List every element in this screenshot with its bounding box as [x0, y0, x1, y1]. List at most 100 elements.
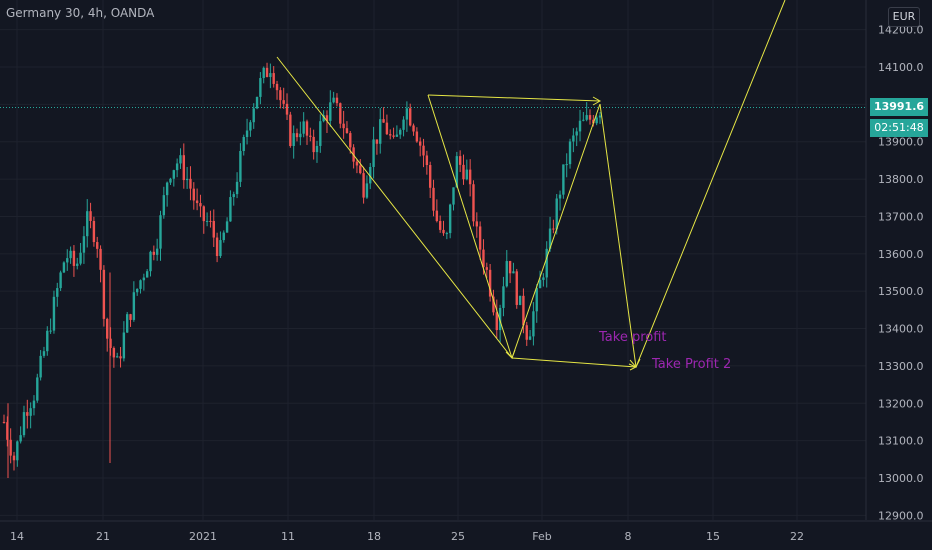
candle-body [32, 400, 36, 409]
candle-body [515, 271, 518, 305]
candle-body [279, 90, 282, 101]
candle-body [272, 73, 275, 84]
candle-body [72, 250, 76, 266]
candle-body [62, 262, 66, 273]
y-tick-label: 13900.0 [878, 136, 924, 149]
candle-body [309, 135, 312, 137]
y-tick-label: 13400.0 [878, 323, 924, 336]
candle-body [505, 261, 508, 287]
candle-body [428, 165, 432, 188]
candle-body [292, 133, 295, 146]
x-tick-label: 2021 [189, 530, 217, 543]
candle-body [472, 184, 475, 222]
candle-body [295, 133, 299, 138]
candle-body [209, 220, 212, 222]
candle-body [475, 221, 479, 227]
candle-body [535, 288, 538, 312]
x-tick-label: 18 [367, 530, 381, 543]
x-tick-label: 21 [96, 530, 110, 543]
candle-body [289, 114, 292, 146]
candle-body [532, 311, 535, 337]
candle-body [405, 108, 409, 120]
y-tick-label: 13500.0 [878, 285, 924, 298]
candle-body [552, 228, 555, 230]
candle-body [372, 139, 375, 167]
candle-body [442, 229, 445, 234]
candle-body [312, 136, 315, 153]
candle-body [175, 163, 179, 171]
pattern-line [427, 94, 601, 102]
candle-body [49, 330, 52, 332]
x-tick-label: 8 [625, 530, 632, 543]
pattern-line [276, 56, 601, 360]
candle-body [425, 155, 429, 166]
candle-body [145, 271, 149, 278]
candle-body [305, 121, 309, 136]
candle-body [26, 412, 29, 416]
candle-body [345, 128, 349, 134]
candle-body [448, 204, 452, 234]
candle-body [122, 332, 126, 359]
candle-body [512, 271, 515, 274]
candle-body [79, 252, 82, 264]
candle-body [465, 169, 469, 180]
candle-body [215, 237, 219, 257]
candle-body [485, 267, 488, 270]
currency-button[interactable]: EUR [888, 7, 920, 27]
y-tick-label: 14100.0 [878, 61, 924, 74]
candle-body [99, 248, 102, 270]
candle-body [229, 197, 232, 222]
candle-body [329, 102, 332, 121]
candle-body [565, 164, 568, 166]
candle-body [588, 115, 592, 120]
candle-body [409, 108, 412, 126]
candle-body [169, 178, 172, 183]
candle-body [572, 135, 575, 142]
candle-body [255, 96, 259, 109]
candle-body [116, 356, 119, 358]
candle-body [558, 194, 562, 199]
x-tick-label: Feb [532, 530, 551, 543]
candle-body [12, 455, 16, 461]
candle-body [592, 119, 595, 124]
candle-body [19, 435, 22, 442]
projection-line [599, 103, 637, 368]
candle-body [159, 215, 162, 249]
take-profit-2-label[interactable]: Take Profit 2 [652, 357, 732, 372]
last-price-badge: 13991.6 [870, 98, 928, 116]
candle-body [492, 296, 495, 313]
candle-body [262, 67, 265, 79]
candle-body [165, 182, 169, 196]
candle-body [142, 277, 146, 281]
candle-body [508, 261, 512, 274]
arrow-head [505, 349, 516, 359]
candle-body [109, 338, 112, 349]
take-profit-label[interactable]: Take profit [599, 330, 667, 345]
candle-body [498, 307, 502, 331]
y-tick-label: 13800.0 [878, 173, 924, 186]
candle-body [585, 115, 588, 120]
candle-body [342, 123, 345, 129]
candle-body [6, 422, 9, 440]
pattern-line [427, 94, 513, 359]
candle-body [545, 248, 548, 278]
candle-body [36, 377, 39, 401]
candle-body [365, 183, 369, 198]
candle-body [375, 139, 379, 144]
candle-body [302, 121, 305, 134]
candle-body [52, 296, 56, 331]
candle-body [249, 122, 252, 131]
candle-body [382, 119, 385, 123]
candle-body [482, 249, 485, 268]
candle-body [245, 130, 249, 137]
candle-body [132, 292, 136, 320]
candle-body [422, 145, 425, 156]
candle-body [205, 220, 209, 222]
candle-body [155, 248, 159, 255]
x-tick-label: 14 [10, 530, 24, 543]
candle-body [225, 221, 229, 233]
candle-body [239, 150, 242, 182]
candle-body [359, 165, 362, 174]
